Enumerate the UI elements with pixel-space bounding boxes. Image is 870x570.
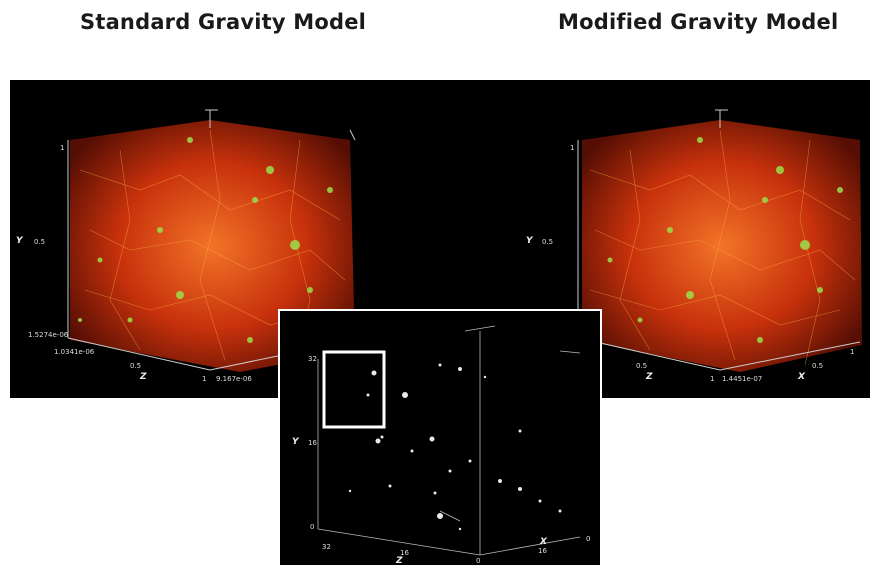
y-tick-mid: 0.5 — [34, 238, 46, 246]
y-axis-label: Y — [16, 236, 23, 246]
z-tick-max: 1 — [202, 375, 207, 383]
x-tick-mid: 0.5 — [812, 362, 824, 370]
z-tick-mid: 0.5 — [130, 362, 142, 370]
inset-x-tick-min: 0 — [586, 535, 591, 543]
inset-x-tick-mid: 16 — [538, 547, 547, 555]
x-axis-label: X — [798, 372, 805, 382]
y-tick-min: 1.5274e-06 — [28, 331, 69, 339]
z-tick-mid: 0.5 — [636, 362, 648, 370]
inset-y-tick-min: 0 — [310, 523, 315, 531]
z-tick-min: 1.0341e-06 — [54, 348, 95, 356]
zoom-region-box — [322, 350, 386, 429]
halo-scatter-render — [317, 325, 581, 556]
inset-z-tick-max: 32 — [322, 543, 331, 551]
title-standard-gravity: Standard Gravity Model — [80, 10, 367, 34]
z-tick-max: 1 — [710, 375, 715, 383]
y-tick-1: 1 — [570, 144, 575, 152]
inset-x-axis-label: X — [540, 537, 547, 547]
y-tick-1: 1 — [60, 144, 65, 152]
modified-cube-render — [577, 109, 862, 372]
inset-z-tick-mid: 16 — [400, 549, 409, 557]
y-tick-mid: 0.5 — [542, 238, 554, 246]
title-modified-gravity: Modified Gravity Model — [558, 10, 839, 34]
inset-y-tick-mid: 16 — [308, 439, 317, 447]
inset-y-axis-label: Y — [292, 437, 299, 447]
inset-y-tick-max: 32 — [308, 355, 317, 363]
y-axis-label: Y — [526, 236, 533, 246]
zoomed-halo-inset: 32 Y 16 0 32 16 Z 0 16 X 0 — [278, 309, 602, 567]
x-tick-min: 9.167e-06 — [216, 375, 252, 383]
modified-gravity-simulation-image: 1 Y 0.5 0.5 Z 1 1.4451e-07 0.5 X 1 — [440, 80, 870, 398]
inset-z-tick-min: 0 — [476, 557, 481, 565]
z-axis-label: Z — [140, 372, 147, 382]
z-axis-label: Z — [646, 372, 653, 382]
x-tick-max: 1 — [850, 348, 855, 356]
x-tick-min: 1.4451e-07 — [722, 375, 763, 383]
inset-z-axis-label: Z — [396, 556, 403, 566]
